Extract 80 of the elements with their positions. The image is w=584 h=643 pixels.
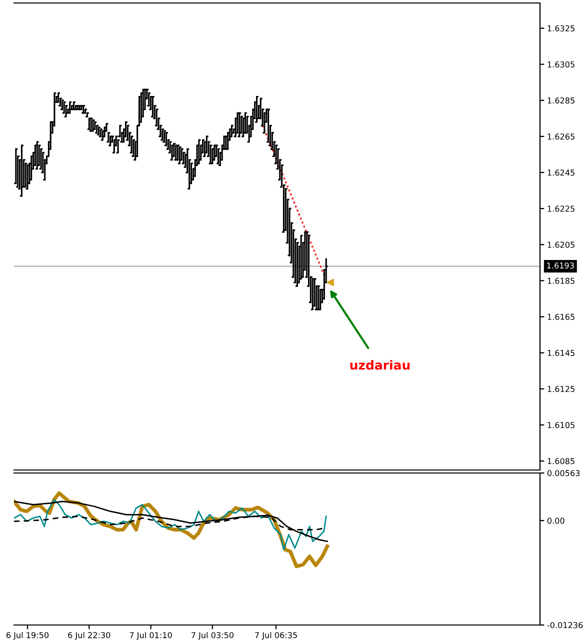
- candlestick: [64, 105, 68, 118]
- candlestick: [162, 130, 166, 143]
- y-tick-label: 1.6245: [548, 170, 574, 176]
- candlestick: [164, 132, 168, 146]
- candlestick: [176, 144, 180, 161]
- candlestick: [60, 100, 64, 110]
- candlestick: [151, 96, 154, 118]
- y-tick-label: 1.6285: [548, 97, 574, 104]
- candlestick: [24, 162, 28, 188]
- candlestick: [236, 112, 240, 134]
- candlestick: [14, 148, 18, 184]
- candlestick: [154, 108, 158, 126]
- y-tick-label: 0.00: [547, 518, 564, 524]
- y-tick-label: 1.6145: [548, 350, 574, 356]
- x-tick-label: 7 Jul 01:10: [130, 632, 172, 640]
- candlestick: [68, 101, 72, 114]
- candlestick: [70, 105, 74, 110]
- x-tick-label: 7 Jul 03:50: [192, 632, 234, 640]
- y-tick-label: 1.6125: [548, 386, 574, 392]
- candlestick: [174, 144, 178, 161]
- candlestick: [208, 144, 212, 164]
- y-tick-label: -0.01236: [547, 622, 583, 628]
- y-tick-label: 1.6225: [548, 206, 574, 212]
- candlestick: [262, 112, 266, 134]
- y-tick-label: 1.6165: [548, 314, 574, 320]
- x-tick-label: 6 Jul 22:30: [68, 632, 110, 640]
- candlestick: [240, 116, 244, 134]
- candlestick: [160, 128, 164, 141]
- candlestick: [106, 132, 110, 143]
- candlestick: [112, 139, 116, 154]
- y-tick-label: 1.6205: [548, 242, 574, 248]
- candlestick: [316, 285, 320, 310]
- candlestick: [130, 136, 134, 154]
- candlestick: [212, 144, 216, 161]
- candlestick: [91, 119, 95, 132]
- candlestick: [93, 121, 97, 130]
- candlestick: [82, 105, 86, 114]
- candlestick: [139, 92, 143, 123]
- y-tick-label: 1.6265: [548, 134, 574, 140]
- candlestick: [87, 118, 91, 130]
- y-tick-label: 1.6105: [548, 422, 574, 428]
- candlestick: [35, 141, 39, 170]
- candlestick: [244, 112, 247, 134]
- candlestick: [37, 144, 41, 166]
- candlestick: [62, 101, 66, 114]
- candlestick: [95, 124, 99, 134]
- x-tick-label: 6 Jul 19:50: [6, 632, 49, 640]
- candlestick: [20, 144, 24, 197]
- candlestick: [76, 105, 80, 110]
- candlestick: [97, 126, 100, 136]
- candlestick: [266, 108, 270, 143]
- candlestick: [78, 105, 82, 110]
- candlestick: [238, 112, 242, 138]
- candlestick: [72, 101, 76, 110]
- y-tick-label: 1.6185: [548, 278, 574, 284]
- candlestick: [310, 278, 314, 310]
- candlestick: [178, 146, 182, 164]
- candlestick: [99, 128, 102, 138]
- candlestick: [108, 136, 112, 146]
- candlestick: [102, 126, 106, 138]
- candlestick: [84, 108, 87, 114]
- candlestick: [172, 142, 176, 158]
- candlestick: [180, 148, 184, 161]
- candlestick: [80, 105, 84, 110]
- y-tick-label: 1.6325: [548, 25, 574, 32]
- candlestick: [170, 144, 174, 161]
- candlestick: [89, 118, 93, 132]
- y-tick-label: 0.00563: [547, 470, 580, 476]
- candlestick: [74, 105, 78, 110]
- y-tick-label: 1.6305: [548, 61, 574, 68]
- x-tick-label: 7 Jul 06:35: [255, 632, 297, 640]
- y-tick-label: 1.6085: [548, 458, 574, 464]
- candlestick: [216, 148, 220, 164]
- ref-line-label: 1.6193: [547, 262, 574, 269]
- candlestick: [210, 148, 214, 164]
- annotation: uzdariau: [350, 360, 410, 370]
- candlestick: [312, 278, 316, 307]
- candlestick: [147, 92, 151, 107]
- candlestick: [86, 112, 89, 118]
- candlestick: [204, 136, 208, 154]
